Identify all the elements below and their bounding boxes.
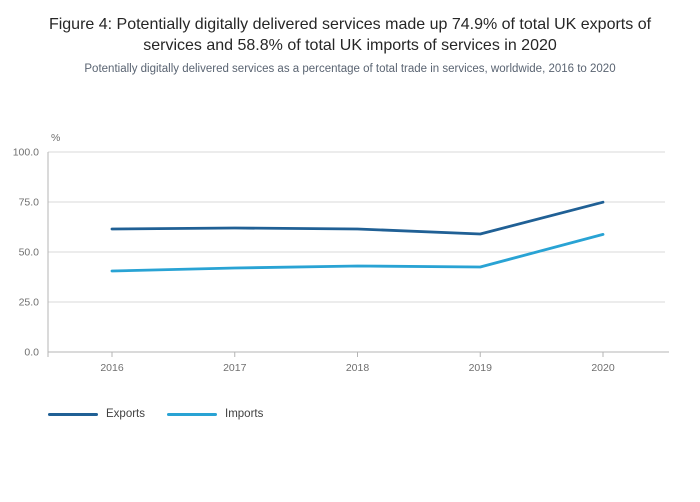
exports-line-icon — [48, 412, 98, 416]
legend-label-imports: Imports — [225, 408, 264, 420]
svg-text:75.0: 75.0 — [19, 197, 40, 209]
legend-item-exports: Exports — [48, 408, 145, 420]
legend-item-imports: Imports — [167, 408, 263, 420]
line-chart: 0.0 25.0 50.0 75.0 100.0% 2016 2017 2018 2019 202… — [0, 112, 700, 402]
svg-text:2017: 2017 — [223, 362, 247, 374]
svg-text:25.0: 25.0 — [19, 297, 40, 309]
imports-line-icon — [167, 412, 217, 416]
svg-text:50.0: 50.0 — [19, 247, 40, 259]
svg-text:100.0: 100.0 — [13, 147, 39, 159]
line-chart-canvas: 0.0 25.0 50.0 75.0 100.0% 2016 2017 2018 2019 202… — [13, 132, 669, 374]
svg-text:2016: 2016 — [100, 362, 124, 374]
figure-subtitle: Potentially digitally delivered services… — [84, 63, 616, 76]
chart-legend: Exports Imports — [48, 408, 263, 420]
svg-text:2020: 2020 — [591, 362, 615, 374]
svg-text:0.0: 0.0 — [24, 347, 39, 359]
legend-label-exports: Exports — [106, 408, 145, 420]
svg-text:2019: 2019 — [469, 362, 493, 374]
svg-text:%: % — [51, 132, 60, 144]
svg-text:2018: 2018 — [346, 362, 370, 374]
figure-title: Figure 4: Potentially digitally delivere… — [48, 16, 652, 55]
